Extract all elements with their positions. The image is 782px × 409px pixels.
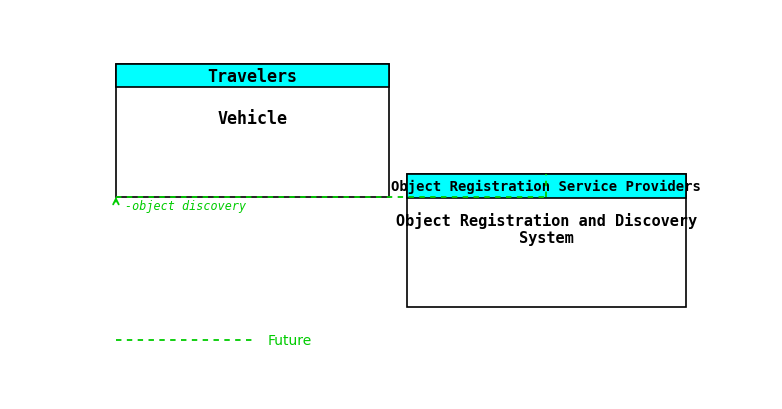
Bar (116, 65, 389, 197)
Bar (407, 175, 686, 198)
Text: Future: Future (267, 333, 312, 347)
Text: Vehicle: Vehicle (217, 110, 287, 128)
Bar (116, 65, 389, 88)
Text: Travelers: Travelers (207, 67, 297, 85)
Text: -object discovery: -object discovery (125, 200, 246, 213)
Bar (407, 175, 686, 307)
Text: Object Registration and Discovery
System: Object Registration and Discovery System (396, 212, 697, 246)
Text: Object Registration Service Providers: Object Registration Service Providers (391, 180, 701, 194)
